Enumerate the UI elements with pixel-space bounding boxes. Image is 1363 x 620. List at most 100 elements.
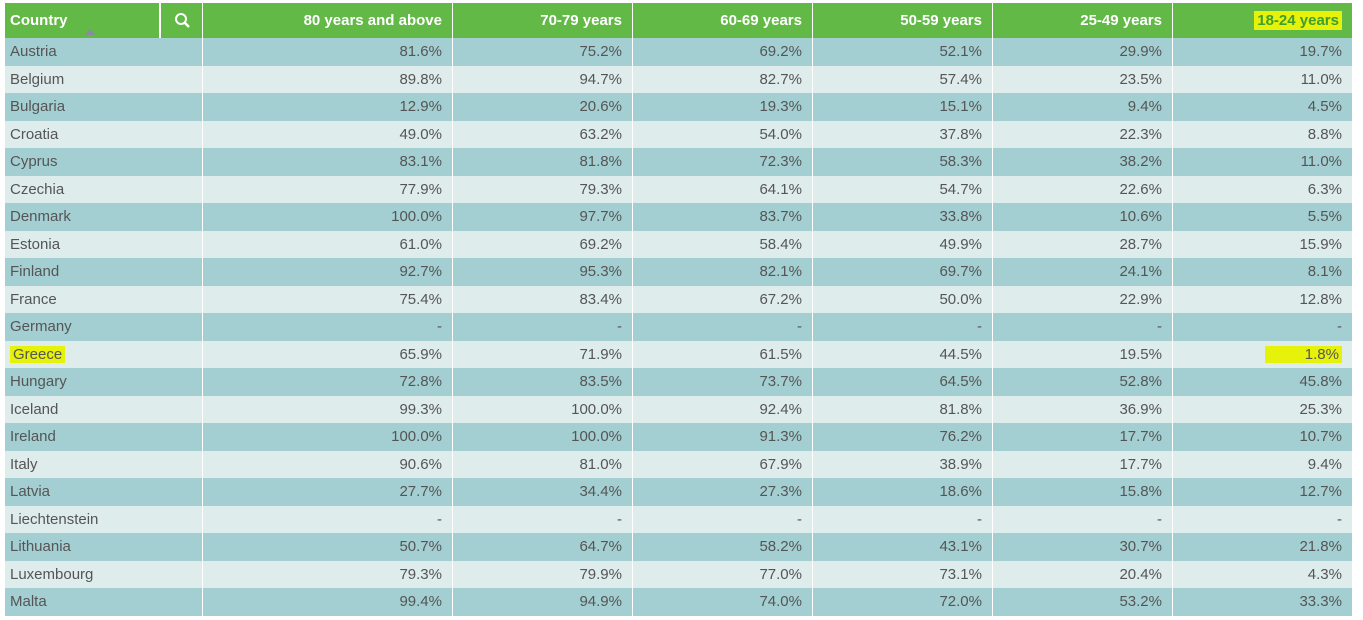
value-cell: 20.4% bbox=[993, 560, 1173, 588]
value-cell: - bbox=[633, 313, 813, 341]
value-cell: 11.0% bbox=[1173, 148, 1353, 176]
cell-text: 22.6% bbox=[1119, 180, 1162, 198]
table-row: Bulgaria 12.9% 20.6% 19.3% 15.1% 9.4% 4.5% bbox=[5, 93, 1353, 121]
value-cell: 64.7% bbox=[453, 533, 633, 561]
value-cell: 38.2% bbox=[993, 148, 1173, 176]
cell-text: 9.4% bbox=[1307, 455, 1342, 473]
cell-text: - bbox=[1157, 318, 1162, 335]
sort-indicator bbox=[85, 29, 95, 35]
country-cell: Denmark bbox=[5, 203, 203, 231]
country-cell: Croatia bbox=[5, 120, 203, 148]
cell-text: - bbox=[977, 510, 982, 528]
cell-text: 69.2% bbox=[759, 43, 802, 60]
value-cell: 77.0% bbox=[633, 560, 813, 588]
cell-text: 50.7% bbox=[399, 538, 442, 555]
column-header[interactable]: 50-59 years bbox=[813, 3, 993, 38]
cell-text: - bbox=[1337, 318, 1342, 335]
country-cell: Iceland bbox=[5, 395, 203, 423]
value-cell: 67.9% bbox=[633, 450, 813, 478]
value-cell: 69.7% bbox=[813, 258, 993, 286]
cell-text: Ireland bbox=[10, 428, 56, 445]
value-cell: 12.8% bbox=[1173, 285, 1353, 313]
value-cell: 34.4% bbox=[453, 478, 633, 506]
value-cell: 5.5% bbox=[1173, 203, 1353, 231]
cell-text: 10.6% bbox=[1119, 208, 1162, 225]
country-cell: Belgium bbox=[5, 65, 203, 93]
value-cell: 74.0% bbox=[633, 588, 813, 616]
cell-text: 72.0% bbox=[939, 593, 982, 610]
cell-text: 89.8% bbox=[399, 70, 442, 88]
column-header[interactable]: 70-79 years bbox=[453, 3, 633, 38]
cell-text: 5.5% bbox=[1307, 208, 1342, 225]
cell-text: 20.6% bbox=[579, 98, 622, 115]
value-cell: 58.4% bbox=[633, 230, 813, 258]
cell-text: 69.2% bbox=[579, 235, 622, 253]
value-cell: 27.7% bbox=[203, 478, 453, 506]
cell-text: 97.7% bbox=[579, 208, 622, 225]
value-cell: 83.7% bbox=[633, 203, 813, 231]
value-cell: 72.3% bbox=[633, 148, 813, 176]
cell-text: 8.8% bbox=[1307, 125, 1342, 143]
cell-text: 15.9% bbox=[1299, 235, 1342, 253]
value-cell: 73.7% bbox=[633, 368, 813, 396]
value-cell: 50.0% bbox=[813, 285, 993, 313]
cell-text: 69.7% bbox=[939, 263, 982, 280]
cell-text: 90.6% bbox=[399, 455, 442, 473]
table-row: Croatia 49.0% 63.2% 54.0% 37.8% 22.3% 8.8% bbox=[5, 120, 1353, 148]
cell-text: 77.9% bbox=[399, 180, 442, 198]
value-cell: 81.6% bbox=[203, 38, 453, 66]
value-cell: 95.3% bbox=[453, 258, 633, 286]
cell-text: 12.8% bbox=[1299, 290, 1342, 308]
search-icon bbox=[175, 13, 190, 28]
table-row: Lithuania 50.7% 64.7% 58.2% 43.1% 30.7% 21.8% bbox=[5, 533, 1353, 561]
cell-text: 83.1% bbox=[399, 153, 442, 170]
value-cell: 69.2% bbox=[453, 230, 633, 258]
search-button[interactable] bbox=[160, 3, 203, 38]
cell-text: 54.0% bbox=[759, 125, 802, 143]
cell-text: 92.7% bbox=[399, 263, 442, 280]
value-cell: 20.6% bbox=[453, 93, 633, 121]
cell-text: 45.8% bbox=[1299, 373, 1342, 390]
column-header[interactable]: 60-69 years bbox=[633, 3, 813, 38]
cell-text: 92.4% bbox=[759, 400, 802, 418]
value-cell: 12.7% bbox=[1173, 478, 1353, 506]
value-cell: - bbox=[993, 313, 1173, 341]
column-header[interactable]: 25-49 years bbox=[993, 3, 1173, 38]
value-cell: 49.0% bbox=[203, 120, 453, 148]
cell-text: 58.3% bbox=[939, 153, 982, 170]
cell-text: 34.4% bbox=[579, 483, 622, 500]
value-cell: 38.9% bbox=[813, 450, 993, 478]
cell-text: 67.2% bbox=[759, 290, 802, 308]
header-text: 25-49 years bbox=[1080, 12, 1162, 29]
cell-text: 12.7% bbox=[1299, 483, 1342, 500]
value-cell: 69.2% bbox=[633, 38, 813, 66]
cell-text: Latvia bbox=[10, 483, 51, 500]
value-cell: 81.8% bbox=[453, 148, 633, 176]
value-cell: 90.6% bbox=[203, 450, 453, 478]
column-header[interactable]: 80 years and above bbox=[203, 3, 453, 38]
header-text: 60-69 years bbox=[720, 12, 802, 29]
value-cell: 37.8% bbox=[813, 120, 993, 148]
value-cell: 58.2% bbox=[633, 533, 813, 561]
cell-text: 25.3% bbox=[1299, 400, 1342, 418]
cell-text: 64.5% bbox=[939, 373, 982, 390]
value-cell: 79.3% bbox=[203, 560, 453, 588]
value-cell: 82.7% bbox=[633, 65, 813, 93]
cell-text: 38.9% bbox=[939, 455, 982, 473]
cell-text: Lithuania bbox=[10, 538, 71, 555]
cell-text: Luxembourg bbox=[10, 565, 94, 583]
column-header[interactable]: 18-24 years bbox=[1173, 3, 1353, 38]
cell-text: Denmark bbox=[10, 208, 71, 225]
value-cell: 4.5% bbox=[1173, 93, 1353, 121]
cell-text: 64.1% bbox=[759, 180, 802, 198]
cell-text: Liechtenstein bbox=[10, 510, 99, 528]
column-header[interactable]: Country bbox=[5, 3, 160, 38]
country-cell: Liechtenstein bbox=[5, 505, 203, 533]
value-cell: 100.0% bbox=[203, 203, 453, 231]
table-row: Italy 90.6% 81.0% 67.9% 38.9% 17.7% 9.4% bbox=[5, 450, 1353, 478]
value-cell: - bbox=[813, 505, 993, 533]
country-cell: Luxembourg bbox=[5, 560, 203, 588]
header-text: Country bbox=[10, 12, 68, 29]
cell-text: 94.9% bbox=[579, 593, 622, 610]
cell-text: 18.6% bbox=[939, 483, 982, 500]
